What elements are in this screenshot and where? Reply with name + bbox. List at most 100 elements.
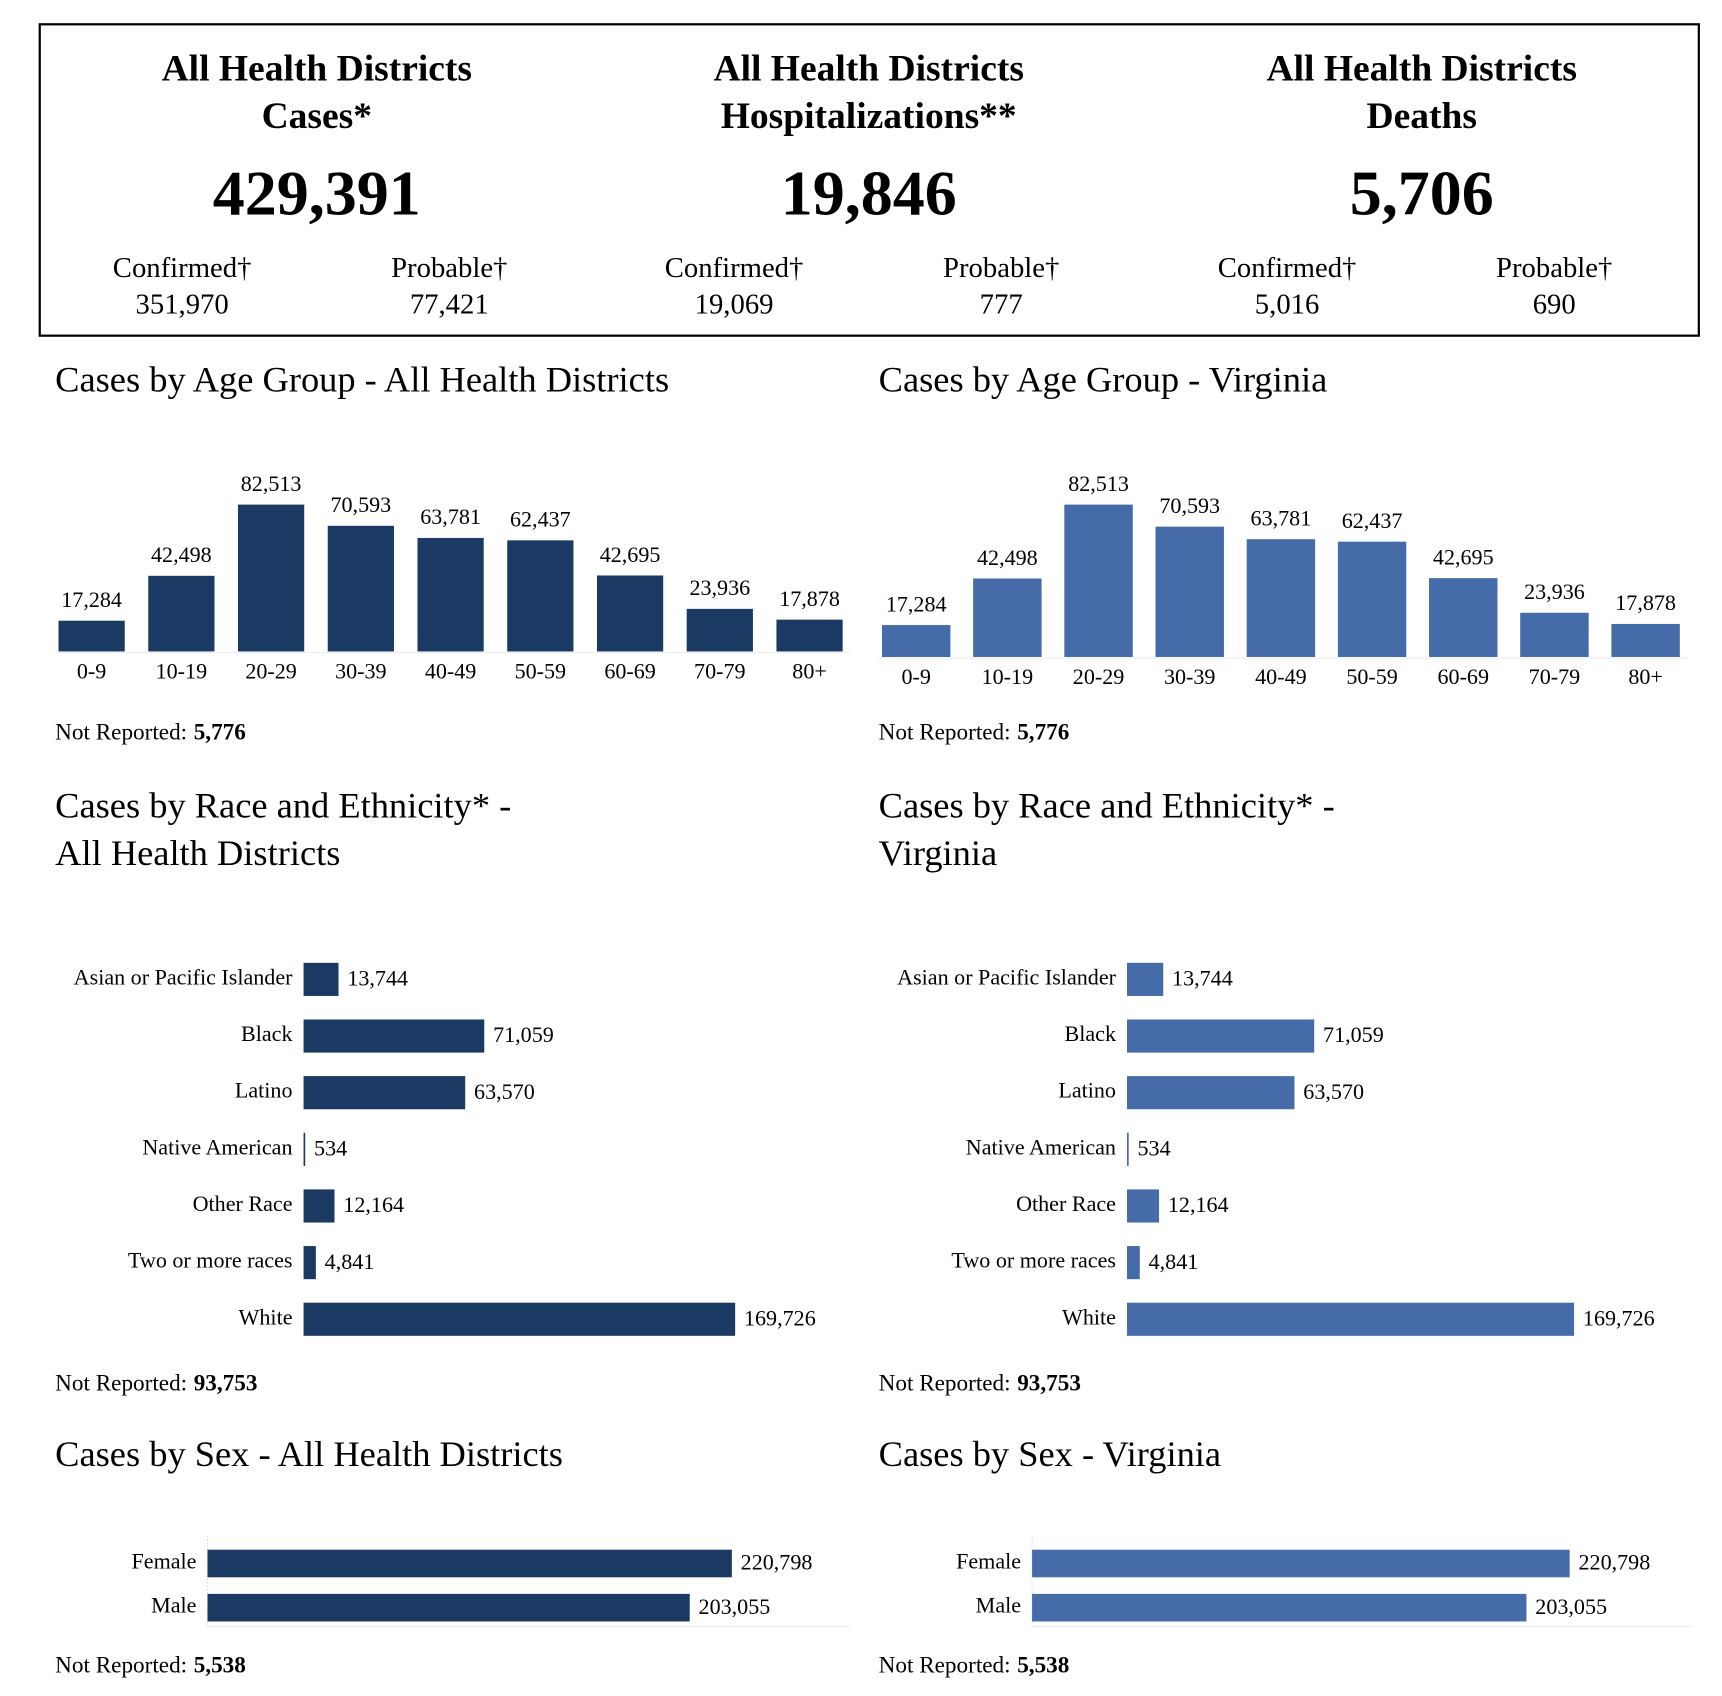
- chart-title: Cases by Race and Ethnicity* -: [879, 786, 1335, 826]
- not-reported-label: Not Reported:: [55, 1371, 187, 1397]
- summary-total: 5,706: [1350, 158, 1494, 229]
- value-label: 12,164: [343, 1192, 404, 1217]
- value-label: 17,284: [61, 587, 122, 612]
- category-label: 50-59: [1346, 664, 1398, 689]
- chart-title: Cases by Sex - Virginia: [879, 1434, 1221, 1474]
- bar: [303, 1019, 485, 1053]
- confirmed-value: 351,970: [136, 289, 229, 321]
- bar: [973, 578, 1042, 657]
- value-label: 4,841: [325, 1249, 375, 1274]
- value-label: 17,878: [1615, 590, 1676, 615]
- value-label: 71,059: [493, 1022, 554, 1047]
- category-label: White: [239, 1304, 293, 1329]
- value-label: 169,726: [1583, 1305, 1655, 1330]
- value-label: 23,936: [689, 575, 750, 600]
- value-label: 42,498: [151, 542, 212, 567]
- bar: [1127, 1302, 1575, 1336]
- bar: [327, 525, 394, 652]
- value-label: 42,695: [1433, 544, 1494, 569]
- confirmed-label: Confirmed†: [665, 252, 804, 284]
- category-label: Female: [132, 1549, 197, 1574]
- category-label: 10-19: [156, 659, 208, 684]
- category-label: 10-19: [982, 664, 1034, 689]
- value-label: 169,726: [744, 1305, 816, 1330]
- value-label: 17,878: [779, 586, 840, 611]
- value-label: 220,798: [1578, 1550, 1650, 1575]
- chart-title: Cases by Sex - All Health Districts: [55, 1434, 563, 1474]
- category-label: 0-9: [77, 659, 106, 684]
- value-label: 70,593: [330, 492, 391, 517]
- category-label: Native American: [142, 1134, 292, 1159]
- bar: [1064, 504, 1133, 657]
- probable-value: 777: [980, 289, 1023, 321]
- bar: [303, 1076, 466, 1110]
- bar: [1127, 1246, 1140, 1280]
- value-label: 220,798: [741, 1550, 813, 1575]
- value-label: 23,936: [1524, 579, 1585, 604]
- probable-label: Probable†: [391, 252, 507, 284]
- category-label: White: [1062, 1304, 1116, 1329]
- value-label: 534: [1138, 1135, 1171, 1160]
- category-label: Male: [976, 1593, 1022, 1618]
- bar: [1032, 1593, 1527, 1622]
- bar: [417, 537, 484, 652]
- not-reported-label: Not Reported:: [55, 1653, 187, 1679]
- category-label: Two or more races: [951, 1248, 1116, 1273]
- category-label: Other Race: [1016, 1191, 1116, 1216]
- bar: [303, 1302, 736, 1336]
- bar: [207, 1549, 732, 1578]
- category-label: 80+: [792, 659, 827, 684]
- category-label: 70-79: [1529, 664, 1581, 689]
- category-label: Latino: [235, 1078, 293, 1103]
- not-reported: Not Reported: 5,538: [879, 1653, 1070, 1679]
- confirmed-label: Confirmed†: [113, 252, 252, 284]
- summary-title: All Health Districts: [713, 48, 1023, 89]
- category-label: 60-69: [1438, 664, 1490, 689]
- confirmed-value: 5,016: [1255, 289, 1320, 321]
- summary-total: 429,391: [213, 158, 421, 229]
- not-reported-label: Not Reported:: [879, 720, 1011, 746]
- not-reported-value: 93,753: [1017, 1371, 1081, 1397]
- not-reported: Not Reported: 5,776: [879, 720, 1070, 746]
- summary-title: All Health Districts: [1267, 48, 1577, 89]
- chart-title: Cases by Age Group - All Health District…: [55, 360, 669, 400]
- value-label: 63,570: [1303, 1079, 1364, 1104]
- category-label: Native American: [966, 1134, 1116, 1159]
- value-label: 82,513: [1068, 471, 1129, 496]
- not-reported: Not Reported: 5,776: [55, 720, 246, 746]
- not-reported-value: 5,538: [1017, 1653, 1069, 1679]
- bar: [303, 962, 339, 996]
- category-label: Male: [151, 1593, 197, 1618]
- bar: [776, 619, 843, 652]
- bar: [596, 575, 664, 652]
- category-label: 60-69: [604, 659, 656, 684]
- category-label: Female: [956, 1549, 1021, 1574]
- category-label: 80+: [1628, 664, 1663, 689]
- not-reported-value: 5,538: [194, 1653, 246, 1679]
- probable-value: 77,421: [410, 289, 489, 321]
- bar: [1127, 1189, 1160, 1223]
- summary-total: 19,846: [781, 158, 957, 229]
- summary-title: Cases*: [262, 96, 372, 137]
- bar: [1127, 1076, 1295, 1110]
- summary-title: All Health Districts: [162, 48, 472, 89]
- confirmed-value: 19,069: [695, 289, 774, 321]
- value-label: 63,570: [474, 1079, 535, 1104]
- value-label: 62,437: [1342, 508, 1403, 533]
- bar: [1337, 541, 1407, 657]
- bar: [303, 1132, 306, 1166]
- value-label: 13,744: [347, 966, 408, 991]
- bar: [303, 1246, 316, 1280]
- bar: [686, 608, 753, 652]
- category-label: 40-49: [425, 659, 477, 684]
- probable-label: Probable†: [943, 252, 1059, 284]
- value-label: 17,284: [886, 591, 947, 616]
- value-label: 63,781: [1251, 505, 1312, 530]
- category-label: 40-49: [1255, 664, 1307, 689]
- bar: [1246, 539, 1316, 657]
- summary-title: Deaths: [1367, 96, 1477, 137]
- category-label: 20-29: [1073, 664, 1125, 689]
- category-label: Asian or Pacific Islander: [74, 964, 293, 989]
